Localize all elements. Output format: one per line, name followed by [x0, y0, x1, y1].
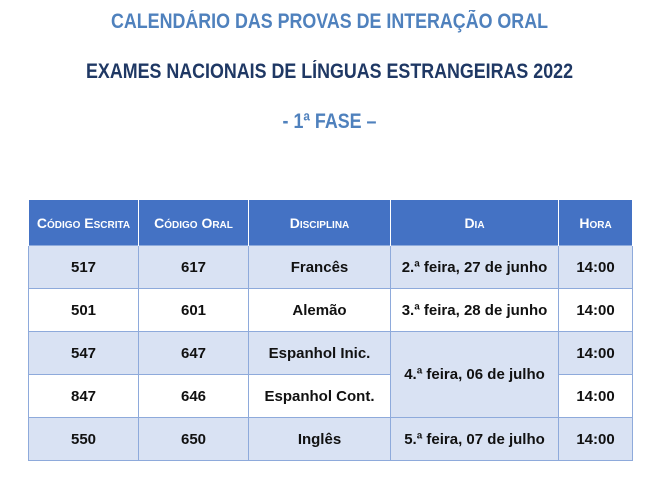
cell: 14:00 [558, 288, 633, 332]
title: CALENDÁRIO DAS PROVAS DE INTERAÇÃO ORAL [110, 10, 549, 33]
subtitle: - 1ª FASE – [282, 110, 377, 133]
cell: 646 [138, 374, 249, 418]
column-header: Disciplina [248, 200, 391, 246]
column-header: Dia [390, 200, 559, 246]
cell: Alemão [248, 288, 391, 332]
cell: 14:00 [558, 331, 633, 375]
row: 547 647 Espanhol Inic. 4.ª feira, 06 de jul… [28, 331, 633, 418]
cell: 14:00 [558, 245, 633, 289]
cell: 547 [28, 331, 139, 375]
cell: 2.ª feira, 27 de junho [390, 245, 559, 289]
cell: 3.ª feira, 28 de junho [390, 288, 559, 332]
cell: 14:00 [558, 417, 633, 461]
exam-table: Código Escrita Código Oral Disciplina Di… [28, 200, 633, 461]
column-header: Hora [558, 200, 633, 246]
cell: Espanhol Cont. [248, 374, 391, 418]
cell: 550 [28, 417, 139, 461]
cell: 601 [138, 288, 249, 332]
cell: 517 [28, 245, 139, 289]
cell: 650 [138, 417, 249, 461]
row: 517 617 Francês 2.ª feira, 27 de junho 14:00 [28, 245, 633, 289]
row: 847 646 Espanhol Cont. 14:00 [28, 374, 633, 418]
cell: 5.ª feira, 07 de julho [390, 417, 559, 461]
cell: Espanhol Inic. [248, 331, 391, 375]
cell: 647 [138, 331, 249, 375]
row: 501 601 Alemão 3.ª feira, 28 de junho 14:00 [28, 288, 633, 332]
title: EXAMES NACIONAIS DE LÍNGUAS ESTRANGEIRAS… [86, 60, 573, 83]
column-header: Código Oral [138, 200, 249, 246]
cell: 501 [28, 288, 139, 332]
cell: 4.ª feira, 06 de julho [390, 331, 559, 418]
row: 550 650 Inglês 5.ª feira, 07 de julho 14:00 [28, 417, 633, 461]
column-header: Código Escrita [28, 200, 139, 246]
cell: 617 [138, 245, 249, 289]
cell: 14:00 [558, 374, 633, 418]
cell: Inglês [248, 417, 391, 461]
cell: Francês [248, 245, 391, 289]
header-row: Código Escrita Código Oral Disciplina Di… [28, 200, 633, 246]
cell: 847 [28, 374, 139, 418]
